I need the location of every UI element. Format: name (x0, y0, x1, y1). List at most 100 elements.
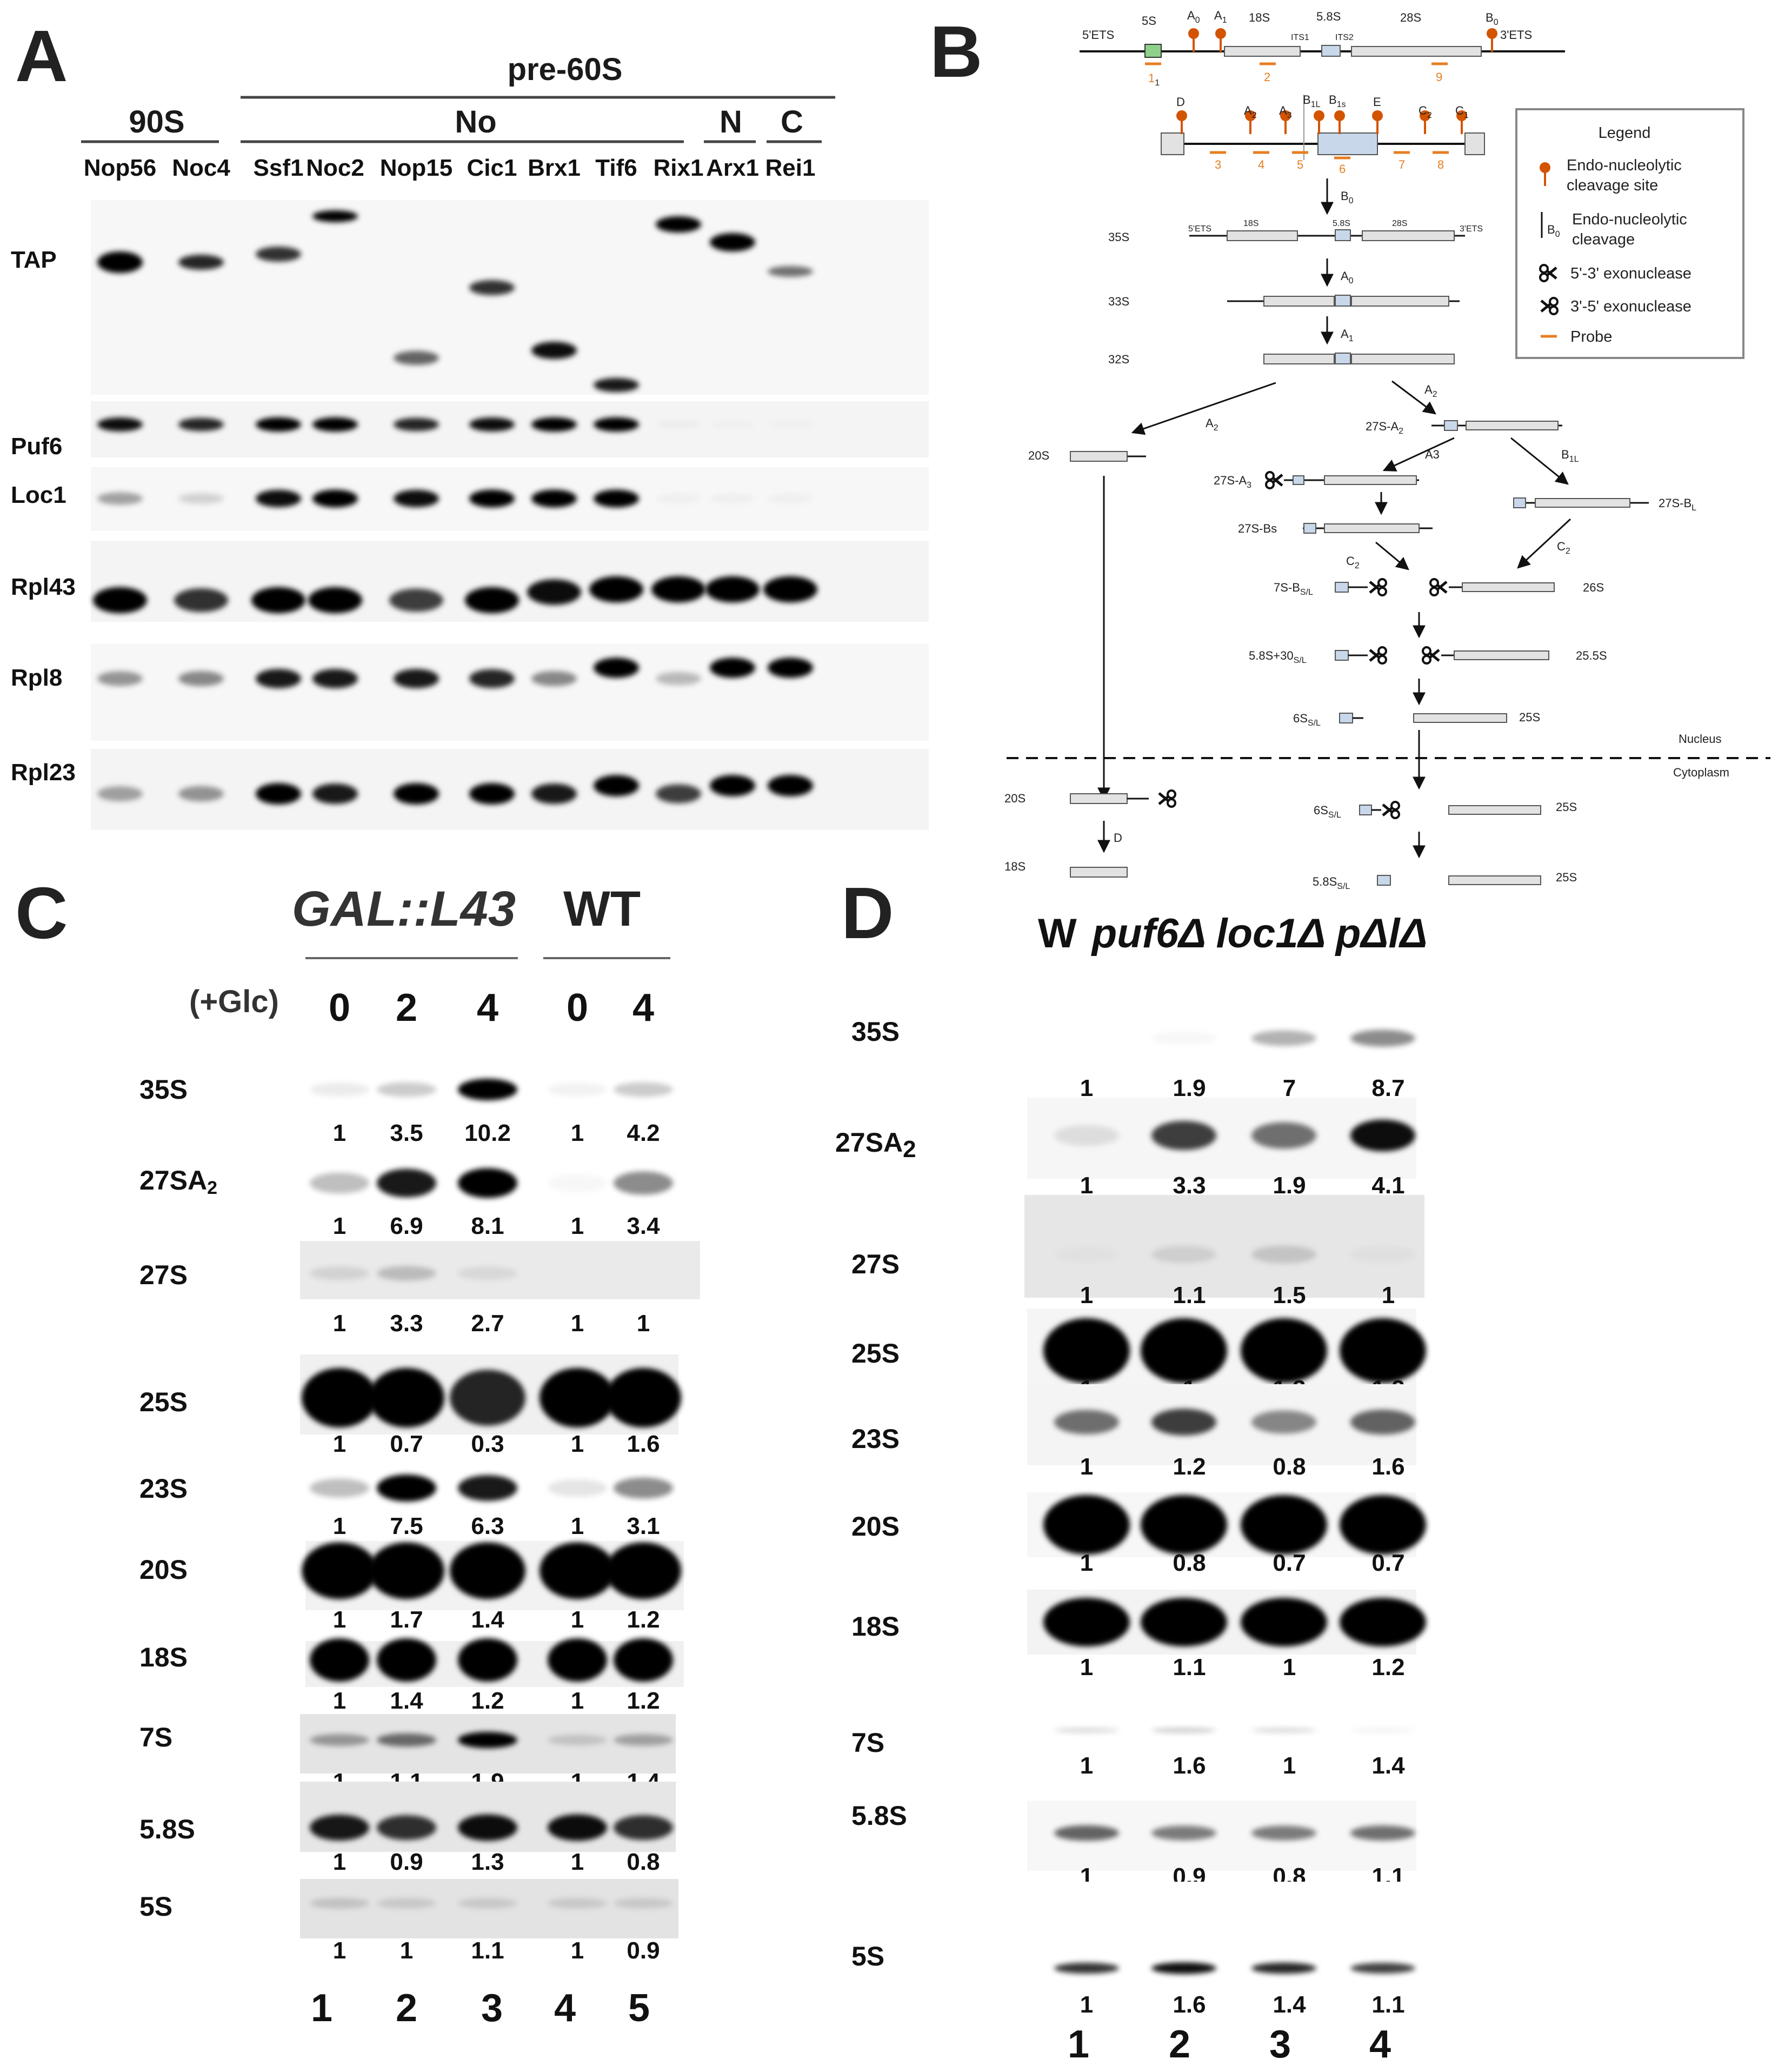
blot-band (1151, 1728, 1216, 1733)
quant-value: 7.5 (390, 1513, 423, 1539)
panel-c-label: C (15, 872, 68, 954)
probe-1-label: 11 (1148, 71, 1160, 88)
blot-band (458, 1638, 517, 1682)
blot-band (531, 489, 577, 508)
blot-band (310, 1815, 369, 1841)
quant-value: 1 (333, 1688, 346, 1714)
step-a1: A1 (1341, 327, 1354, 343)
blot-band (614, 1815, 673, 1840)
quant-value: 1 (571, 1513, 584, 1539)
probe-7-label: 7 (1399, 158, 1405, 171)
quant-value: 1.1 (1173, 1654, 1206, 1681)
quant-value: 0.7 (1273, 1550, 1306, 1576)
lane-label: Nop15 (380, 155, 452, 181)
blot-band (594, 378, 639, 392)
quant-value: 1 (333, 1849, 346, 1875)
quant-value: 1 (1283, 1752, 1296, 1779)
blot-band (710, 658, 755, 678)
lane-label: Rix1 (654, 155, 704, 181)
blot-band (540, 1368, 615, 1427)
step-c2-right: C2 (1557, 540, 1570, 556)
blot-band (312, 783, 358, 804)
quant-value: 0.9 (627, 1937, 660, 1964)
quant-value: 1 (333, 1310, 346, 1337)
quant-value: 1 (1080, 1172, 1093, 1199)
blot-band (377, 1168, 436, 1198)
probe-8-label: 8 (1437, 158, 1444, 171)
ets5-label: 5'ETS (1082, 28, 1114, 42)
row-label: 27SA2 (139, 1165, 217, 1198)
probe-3-label: 3 (1215, 158, 1221, 171)
quant-value: 1 (637, 1310, 650, 1337)
its-zoom-diagram: D A2 A3 B1L B1s E C2 C1 3 4 5 6 7 8 (1161, 93, 1485, 176)
blot-band (97, 417, 143, 431)
blot-band (256, 417, 301, 432)
35s-ets3-label: 3'ETS (1460, 224, 1483, 234)
blot-band (458, 1814, 517, 1841)
species-18s: 18S (1004, 860, 1025, 873)
pre-rrna-gene: 5'ETS 5S A0 A1 18S ITS1 5.8S ITS2 28S B0… (1080, 9, 1565, 88)
group-c-label: C (781, 104, 803, 140)
species-20s-cyto: 20S (1004, 792, 1025, 805)
species-33s: 33S (1108, 295, 1129, 308)
quant-value: 0.3 (471, 1431, 504, 1457)
blot-band (605, 1542, 681, 1599)
35s-58s-label: 5.8S (1333, 219, 1350, 228)
blot-band (651, 576, 705, 603)
blot-band (594, 489, 639, 508)
quant-value: 1 (333, 1606, 346, 1633)
quant-value: 1 (1080, 1752, 1093, 1779)
lane-label: Tif6 (595, 155, 637, 181)
quant-value: 3.1 (627, 1513, 660, 1539)
species-25s-cyto: 25S (1556, 800, 1577, 814)
quant-value: 1.1 (1371, 1991, 1404, 2018)
blot-band (458, 1475, 517, 1501)
row-label: 23S (851, 1424, 900, 1454)
panel-b: B 5'ETS 5S A0 A1 18S ITS1 5.8S ITS2 28S … (930, 9, 1770, 891)
blot-band (377, 1638, 436, 1682)
lane-number: 2 (1169, 2023, 1190, 2066)
blot-band (548, 1174, 607, 1192)
blot-band (710, 775, 755, 796)
quant-value: 0.7 (390, 1431, 423, 1457)
panel-a: A 90S pre-60S No N C Nop56 Noc4 Ssf1 Noc2 No… (11, 15, 929, 830)
row-label: 5.8S (851, 1801, 907, 1831)
blot-band (302, 1542, 377, 1599)
blot-band (310, 1898, 369, 1909)
blot-band (1054, 1825, 1119, 1841)
legend-item-2b: cleavage (1572, 231, 1635, 248)
blot-band (394, 783, 439, 805)
blot-band (256, 783, 301, 805)
quant-value: 1 (333, 1120, 346, 1146)
lane-number: 5 (628, 1987, 650, 2030)
blot-band (1141, 1598, 1227, 1646)
blot-band (1350, 1409, 1415, 1435)
row-label: Rpl43 (11, 574, 76, 600)
species-20s-nuclear: 20S (1028, 449, 1049, 462)
28s-box (1351, 46, 1482, 57)
blot-band (256, 669, 301, 688)
quant-value: 1.6 (1173, 1991, 1206, 2018)
quant-value: 1.9 (1173, 1075, 1206, 1101)
quant-value: 1.2 (1371, 1654, 1404, 1681)
quant-value: 1.6 (1371, 1453, 1404, 1480)
blot-band (527, 579, 581, 605)
group-no-label: No (455, 104, 496, 140)
species-7sbs: 7S-BS/L (1274, 581, 1313, 597)
quant-value: 1.2 (1173, 1453, 1206, 1480)
blot-band (93, 587, 147, 614)
cytoplasm-label: Cytoplasm (1673, 766, 1729, 779)
blot-band (531, 670, 577, 687)
b1l-site-label: B1L (1303, 93, 1321, 109)
blot-band (594, 417, 639, 432)
row-label: Rpl23 (11, 759, 76, 786)
species-27sa3: 27S-A3 (1214, 474, 1251, 490)
step-a2-right: A2 (1424, 383, 1437, 399)
58s-label: 5.8S (1316, 10, 1341, 23)
blot-band (1151, 1825, 1216, 1841)
blot-band (1151, 1962, 1216, 1974)
blot-band (178, 670, 224, 687)
quant-value: 1 (571, 1688, 584, 1714)
blot-band (174, 588, 228, 612)
b1s-site-label: B1s (1329, 93, 1346, 109)
